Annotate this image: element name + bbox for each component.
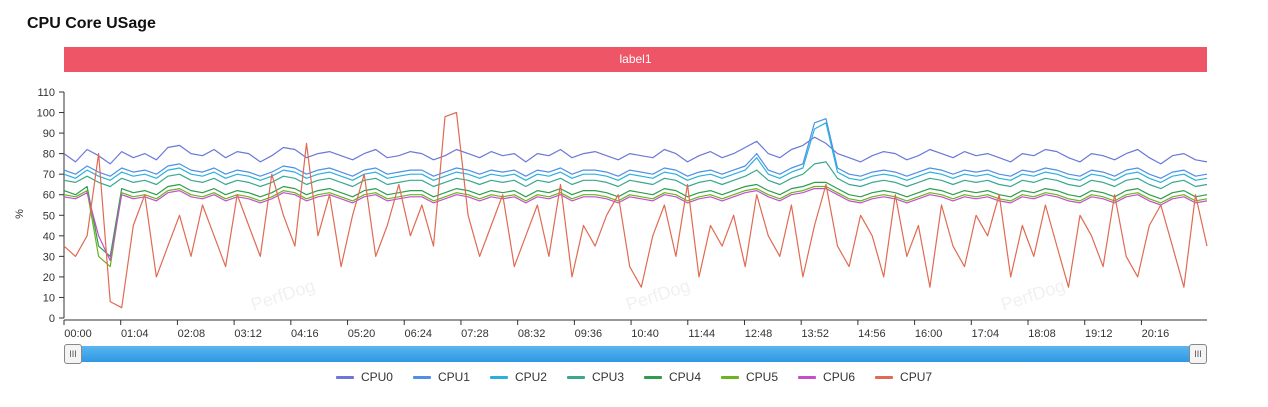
y-axis-label: % [14, 209, 26, 219]
legend-item-cpu5[interactable]: CPU5 [721, 370, 778, 384]
legend-swatch [335, 375, 354, 379]
legend-label: CPU2 [514, 370, 547, 384]
y-tick-label: 110 [37, 87, 55, 99]
x-tick-label: 11:44 [688, 328, 715, 340]
y-tick-label: 10 [43, 292, 55, 304]
zoom-slider-right-handle[interactable]: III [1189, 344, 1207, 364]
legend-swatch [412, 375, 431, 379]
x-tick-label: 17:04 [972, 328, 1000, 340]
x-tick-label: 12:48 [745, 328, 773, 340]
y-tick-label: 90 [43, 128, 55, 140]
x-tick-label: 02:08 [178, 328, 206, 340]
x-tick-label: 04:16 [291, 328, 319, 340]
series-line-cpu0 [63, 136, 1208, 165]
x-tick-label: 01:04 [121, 328, 149, 340]
x-tick-label: 19:12 [1085, 328, 1113, 340]
y-tick-label: 20 [43, 272, 55, 284]
zoom-slider-left-handle[interactable]: III [64, 344, 82, 364]
series-line-cpu5 [63, 185, 1208, 268]
legend-item-cpu7[interactable]: CPU7 [875, 370, 932, 384]
series-line-cpu7 [63, 111, 1208, 309]
legend-swatch [721, 375, 740, 379]
legend-label: CPU6 [823, 370, 856, 384]
series-line-cpu1 [63, 118, 1208, 179]
y-tick-label: 100 [37, 108, 55, 120]
series-line-cpu6 [63, 188, 1208, 262]
x-tick-label: 10:40 [631, 328, 659, 340]
legend-item-cpu1[interactable]: CPU1 [412, 370, 470, 384]
y-tick-label: 80 [43, 149, 55, 161]
legend: CPU0 CPU1 CPU2 CPU3 CPU4 CPU5 CPU6 CPU7 [0, 370, 1268, 384]
x-tick-label: 09:36 [575, 328, 603, 340]
legend-swatch [875, 375, 894, 379]
x-tick-label: 08:32 [518, 328, 546, 340]
legend-item-cpu0[interactable]: CPU0 [335, 370, 393, 384]
legend-item-cpu3[interactable]: CPU3 [566, 370, 624, 384]
legend-label: CPU7 [900, 370, 933, 384]
y-tick-label: 70 [43, 169, 55, 181]
x-tick-label: 06:24 [404, 328, 432, 340]
x-tick-label: 07:28 [461, 328, 489, 340]
legend-label: CPU1 [437, 370, 470, 384]
legend-label: CPU0 [360, 370, 393, 384]
legend-swatch [644, 375, 662, 379]
legend-label: CPU5 [746, 370, 779, 384]
legend-swatch [566, 375, 585, 379]
series-line-cpu3 [63, 161, 1208, 190]
x-tick-label: 05:20 [348, 328, 376, 340]
series-line-cpu2 [63, 122, 1208, 183]
legend-item-cpu4[interactable]: CPU4 [644, 370, 701, 384]
legend-swatch [489, 375, 508, 379]
x-tick-label: 18:08 [1028, 328, 1056, 340]
y-tick-label: 40 [43, 231, 55, 243]
x-tick-label: 14:56 [858, 328, 886, 340]
legend-swatch [798, 375, 817, 379]
x-tick-label: 03:12 [234, 328, 262, 340]
y-tick-label: 0 [49, 313, 55, 325]
chart-title: CPU Core USage [27, 15, 156, 32]
x-tick-label: 20:16 [1142, 328, 1170, 340]
zoom-slider-track[interactable] [64, 346, 1207, 362]
legend-item-cpu2[interactable]: CPU2 [489, 370, 547, 384]
legend-label: CPU3 [591, 370, 624, 384]
y-tick-label: 30 [43, 251, 55, 263]
y-tick-label: 50 [43, 210, 55, 222]
series-line-cpu4 [63, 181, 1208, 257]
label-bar: label1 [64, 47, 1207, 72]
legend-label: CPU4 [669, 370, 702, 384]
y-tick-label: 60 [43, 190, 55, 202]
x-tick-label: 13:52 [801, 328, 829, 340]
x-tick-label: 16:00 [915, 328, 943, 340]
legend-item-cpu6[interactable]: CPU6 [798, 370, 855, 384]
x-tick-label: 00:00 [64, 328, 92, 340]
